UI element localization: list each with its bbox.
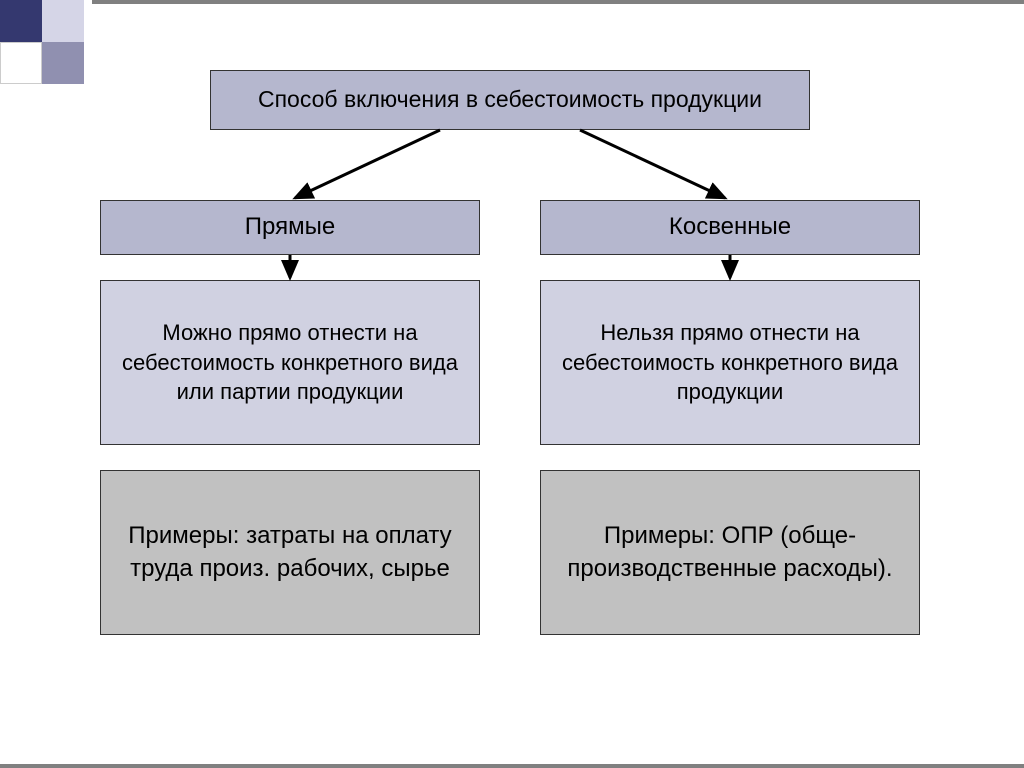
top-border <box>92 0 1024 4</box>
arrow <box>295 130 440 198</box>
arrows-layer <box>70 70 950 670</box>
deco-square <box>0 0 42 42</box>
deco-square <box>42 0 84 42</box>
arrow-lines <box>290 130 730 278</box>
bottom-border <box>0 764 1024 768</box>
arrow <box>580 130 725 198</box>
deco-square <box>0 42 42 84</box>
